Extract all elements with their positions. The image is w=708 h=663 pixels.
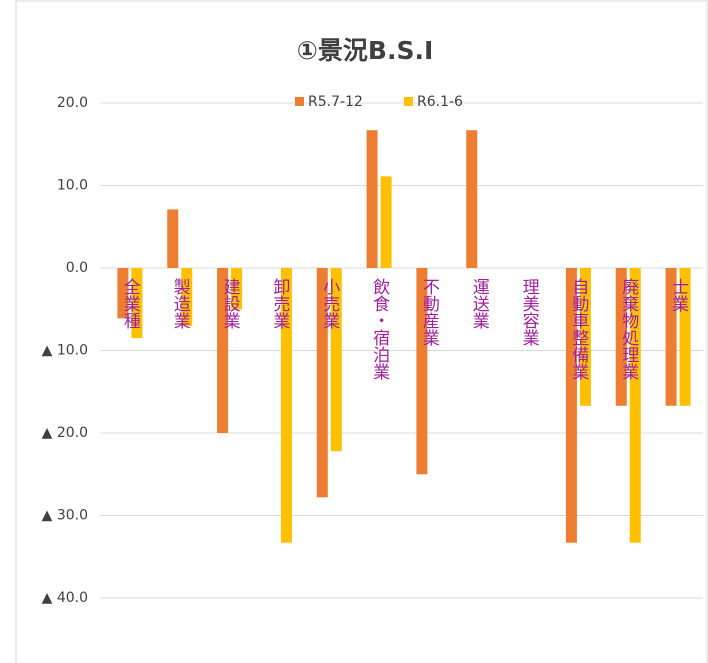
x-tick-label: 理美容業 bbox=[519, 278, 540, 346]
y-tick-label: ▲ 30.0 bbox=[42, 508, 88, 524]
bar bbox=[380, 176, 392, 268]
x-tick-label: 建設業 bbox=[220, 278, 241, 329]
bar bbox=[131, 268, 143, 339]
bar bbox=[366, 130, 378, 268]
y-tick-label: 20.0 bbox=[57, 95, 88, 111]
bar bbox=[665, 268, 677, 406]
bar bbox=[629, 268, 641, 543]
x-tick-label: 全業種 bbox=[120, 278, 141, 329]
bar bbox=[167, 209, 179, 268]
bar bbox=[579, 268, 591, 406]
x-tick-label: 小売業 bbox=[319, 278, 340, 329]
bar bbox=[181, 268, 193, 326]
bar bbox=[466, 130, 478, 268]
bar bbox=[280, 268, 292, 543]
legend-swatch bbox=[404, 97, 413, 106]
y-tick-label: ▲ 10.0 bbox=[42, 343, 88, 359]
bar bbox=[117, 268, 129, 319]
x-tick-label: 士業 bbox=[668, 278, 689, 312]
bar bbox=[565, 268, 577, 543]
y-tick-label: 10.0 bbox=[57, 178, 88, 194]
x-tick-label: 不動産業 bbox=[419, 278, 440, 346]
bar bbox=[615, 268, 627, 406]
legend-label: R6.1-6 bbox=[417, 94, 463, 110]
bar bbox=[316, 268, 328, 498]
legend-swatch bbox=[295, 97, 304, 106]
x-tick-label: 自動車整備業 bbox=[568, 278, 589, 380]
y-tick-label: 0.0 bbox=[66, 260, 88, 276]
legend-label: R5.7-12 bbox=[308, 94, 363, 110]
chart-frame bbox=[15, 0, 708, 663]
bar bbox=[330, 268, 342, 452]
bar bbox=[217, 268, 229, 433]
bar bbox=[679, 268, 691, 406]
y-tick-label: ▲ 20.0 bbox=[42, 425, 88, 441]
x-tick-label: 廃棄物処理業 bbox=[618, 278, 639, 380]
x-tick-label: 卸売業 bbox=[269, 278, 290, 329]
x-tick-label: 製造業 bbox=[170, 278, 191, 329]
y-tick-label: ▲ 40.0 bbox=[42, 590, 88, 606]
x-tick-label: 飲食・宿泊業 bbox=[369, 278, 390, 380]
bar bbox=[231, 268, 243, 310]
chart-title: ①景況B.S.I bbox=[297, 36, 434, 65]
bar bbox=[416, 268, 428, 475]
x-tick-label: 運送業 bbox=[469, 278, 490, 329]
